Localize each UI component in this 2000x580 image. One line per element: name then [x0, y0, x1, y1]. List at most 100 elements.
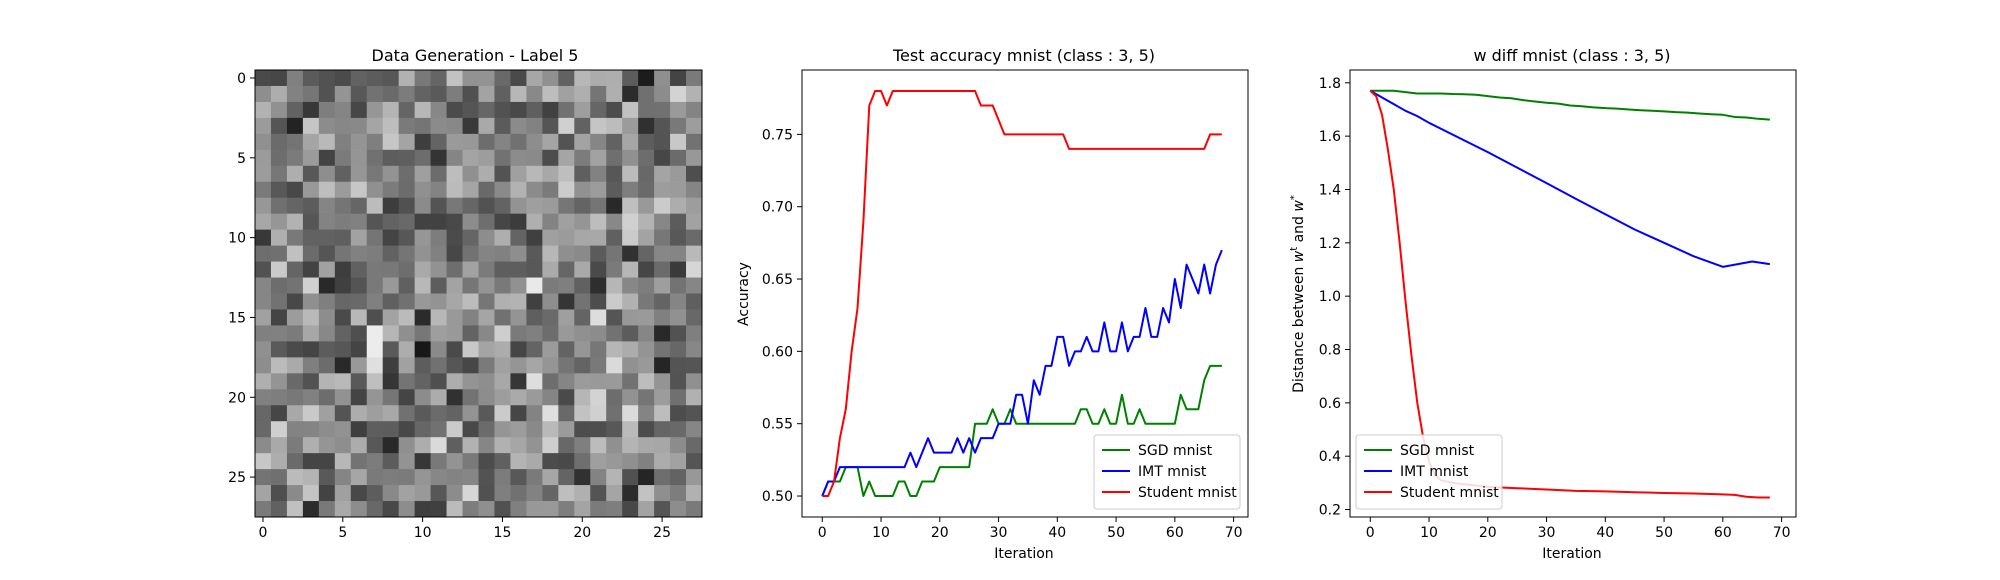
- heatmap-cell: [350, 501, 368, 518]
- wdiff-ytick-label: 1.8: [1319, 76, 1341, 92]
- heatmap-cell: [542, 485, 559, 502]
- heatmap-cell: [686, 165, 703, 183]
- heatmap-cell: [382, 469, 400, 486]
- heatmap-cell: [286, 469, 304, 486]
- wdiff-ytick-label: 0.4: [1319, 449, 1341, 465]
- heatmap-cell: [430, 389, 447, 406]
- heatmap-cell: [318, 197, 336, 215]
- heatmap-cell: [478, 293, 495, 310]
- heatmap-cell: [606, 341, 623, 358]
- heatmap-cell: [478, 437, 495, 454]
- heatmap-cell: [494, 149, 511, 167]
- heatmap-cell: [302, 229, 320, 246]
- heatmap-cell: [430, 70, 447, 87]
- heatmap-cell: [606, 133, 623, 151]
- heatmap-cell: [478, 261, 495, 278]
- heatmap-cell: [606, 389, 623, 406]
- heatmap-cell: [478, 277, 495, 294]
- heatmap-cell: [382, 453, 400, 470]
- heatmap-cell: [494, 181, 511, 199]
- heatmap-cell: [542, 181, 559, 199]
- heatmap-cell: [558, 117, 575, 135]
- heatmap-cell: [462, 213, 479, 231]
- heatmap-cell: [462, 389, 479, 406]
- heatmap-cell: [670, 70, 687, 87]
- heatmap-cell: [398, 437, 416, 454]
- heatmap-cell: [462, 181, 479, 199]
- heatmap-cell: [606, 229, 623, 246]
- heatmap-cell: [686, 453, 703, 470]
- accuracy-series-student-mnist: [822, 89, 1222, 498]
- heatmap-cell: [494, 165, 511, 183]
- heatmap-cell: [478, 485, 495, 502]
- heatmap-cell: [478, 309, 495, 326]
- heatmap-cell: [686, 117, 703, 135]
- heatmap-cell: [318, 117, 336, 135]
- heatmap-cell: [350, 437, 368, 454]
- heatmap-cell: [526, 101, 543, 119]
- heatmap-cell: [255, 405, 272, 422]
- heatmap-cell: [542, 165, 559, 183]
- heatmap-cell: [302, 181, 320, 199]
- heatmap-cell: [638, 117, 655, 135]
- heatmap-cell: [478, 325, 495, 342]
- wdiff-plot-area: 0 10 20 30 40 50 60 70 0.2 0.4 0.6 0.8 1.0 1.2 1.4 1.6 1…: [1319, 69, 1797, 541]
- heatmap-axes: 0 5 10 15 20 25 0 5 10 15 20 25: [228, 71, 671, 541]
- heatmap-cell: [350, 229, 368, 246]
- heatmap-cell: [398, 389, 416, 406]
- heatmap-cell: [526, 405, 543, 422]
- heatmap-cell: [446, 469, 463, 486]
- heatmap-cell: [494, 469, 511, 486]
- heatmap-cell: [510, 405, 527, 422]
- heatmap-cell: [590, 309, 607, 326]
- heatmap-cell: [318, 421, 336, 438]
- heatmap-cell: [430, 437, 447, 454]
- heatmap-cell: [286, 245, 304, 262]
- heatmap-cell: [430, 373, 447, 390]
- heatmap-cell: [558, 229, 575, 246]
- heatmap-cell: [398, 469, 416, 486]
- heatmap-cell: [686, 277, 703, 294]
- heatmap-cell: [270, 389, 288, 406]
- heatmap-cell: [558, 85, 575, 103]
- heatmap-cell: [430, 245, 447, 262]
- heatmap-cell: [318, 405, 336, 422]
- accuracy-xtick-label: 40: [1048, 525, 1066, 541]
- heatmap-cell: [590, 70, 607, 87]
- heatmap-ytick-label: 10: [228, 231, 246, 247]
- heatmap-cell: [542, 149, 559, 167]
- heatmap-cell: [526, 165, 543, 183]
- heatmap-cell: [510, 101, 527, 119]
- heatmap-cell: [478, 405, 495, 422]
- heatmap-cell: [622, 277, 639, 294]
- wdiff-legend-label: Student mnist: [1400, 485, 1499, 501]
- heatmap-cell: [478, 341, 495, 358]
- heatmap-cell: [494, 437, 511, 454]
- heatmap-cell: [430, 181, 447, 199]
- heatmap-cell: [446, 133, 463, 151]
- heatmap-cell: [478, 229, 495, 246]
- heatmap-cell: [366, 165, 384, 183]
- heatmap-cell: [670, 357, 687, 374]
- heatmap-cell: [654, 149, 671, 167]
- heatmap-cell: [398, 70, 416, 87]
- heatmap-cell: [286, 309, 304, 326]
- heatmap-cell: [654, 325, 671, 342]
- heatmap-cell: [622, 453, 639, 470]
- heatmap-cell: [574, 373, 591, 390]
- heatmap-cell: [670, 213, 687, 231]
- heatmap-cell: [446, 213, 463, 231]
- heatmap-cell: [334, 229, 352, 246]
- heatmap-cell: [590, 197, 607, 215]
- heatmap-cell: [446, 70, 463, 87]
- heatmap-cell: [302, 357, 320, 374]
- heatmap-cell: [446, 421, 463, 438]
- accuracy-ytick-label: 0.75: [762, 127, 793, 143]
- heatmap-cell: [638, 261, 655, 278]
- heatmap-cell: [542, 213, 559, 231]
- heatmap-cell: [558, 245, 575, 262]
- heatmap-cell: [350, 421, 368, 438]
- heatmap-cell: [446, 165, 463, 183]
- heatmap-cell: [366, 229, 384, 246]
- heatmap-cell: [446, 389, 463, 406]
